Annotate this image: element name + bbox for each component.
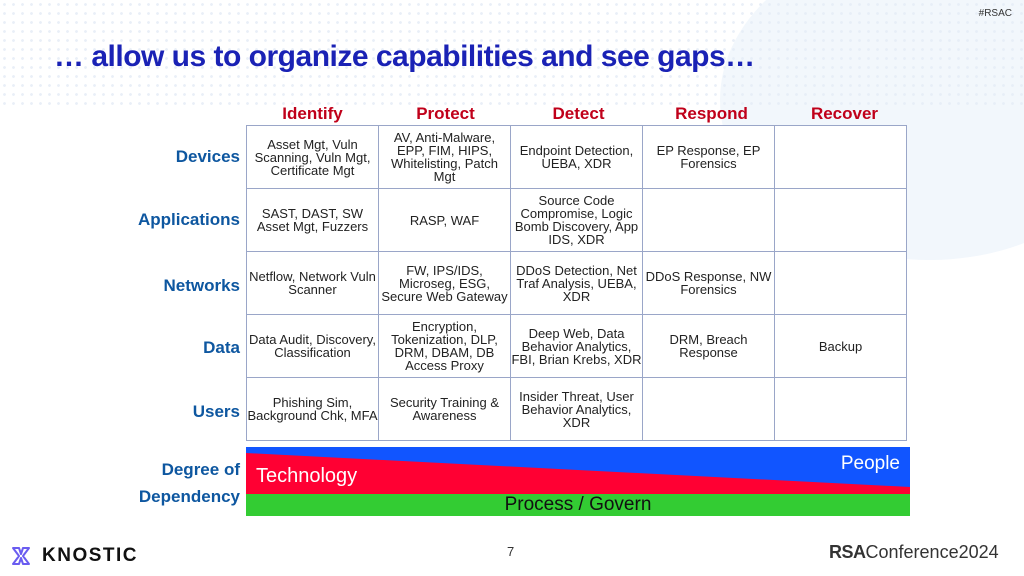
background-dot-pattern <box>0 0 1024 110</box>
dependency-label-line2: Dependency <box>138 487 240 506</box>
matrix-cell: Phishing Sim, Background Chk, MFA <box>246 377 379 441</box>
row-header-applications: Applications <box>137 210 240 229</box>
matrix-cell: DDoS Detection, Net Traf Analysis, UEBA,… <box>510 251 643 315</box>
matrix-cell <box>642 188 775 252</box>
knostic-wordmark: KNOSTIC <box>42 545 138 566</box>
matrix-cell: Netflow, Network Vuln Scanner <box>246 251 379 315</box>
matrix-cell: Deep Web, Data Behavior Analytics, FBI, … <box>510 314 643 378</box>
knostic-k-icon <box>12 547 30 565</box>
matrix-cell <box>774 188 907 252</box>
matrix-row-networks: Netflow, Network Vuln Scanner FW, IPS/ID… <box>246 251 907 315</box>
people-label: People <box>840 453 900 474</box>
row-header-data: Data <box>203 338 240 357</box>
matrix-cell: Data Audit, Discovery, Classification <box>246 314 379 378</box>
column-header-detect: Detect <box>552 104 605 123</box>
matrix-cell: Source Code Compromise, Logic Bomb Disco… <box>510 188 643 252</box>
knostic-logo: KNOSTIC <box>10 545 138 567</box>
matrix-row-users: Phishing Sim, Background Chk, MFA Securi… <box>246 377 907 441</box>
matrix-cell <box>642 377 775 441</box>
conference-wordmark: Conference <box>865 542 959 562</box>
matrix-cell: RASP, WAF <box>378 188 511 252</box>
matrix-cell <box>774 125 907 189</box>
degree-of-dependency-label: Degree of Dependency <box>100 456 240 510</box>
matrix-cell <box>774 251 907 315</box>
page-number: 7 <box>507 544 515 559</box>
rsa-wordmark: RSA <box>829 542 866 562</box>
column-header-identify: Identify <box>282 104 343 123</box>
rsac-hashtag: #RSAC <box>978 8 1012 19</box>
matrix-row-devices: Asset Mgt, Vuln Scanning, Vuln Mgt, Cert… <box>246 125 907 189</box>
matrix-cell: Asset Mgt, Vuln Scanning, Vuln Mgt, Cert… <box>246 125 379 189</box>
matrix-cell: AV, Anti-Malware, EPP, FIM, HIPS, Whitel… <box>378 125 511 189</box>
dependency-label-line1: Degree of <box>161 460 240 479</box>
matrix-cell: SAST, DAST, SW Asset Mgt, Fuzzers <box>246 188 379 252</box>
conference-year: 2024 <box>958 542 999 562</box>
slide-title: … allow us to organize capabilities and … <box>54 40 755 73</box>
rsa-conference-logo: RSAConference2024 <box>829 542 999 563</box>
column-header-recover: Recover <box>810 104 879 123</box>
technology-label: Technology <box>256 465 358 487</box>
matrix-cell <box>774 377 907 441</box>
matrix-cell: Security Training & Awareness <box>378 377 511 441</box>
matrix-cell: EP Response, EP Forensics <box>642 125 775 189</box>
process-govern-label: Process / Govern <box>504 494 652 515</box>
column-header-respond: Respond <box>675 104 748 123</box>
matrix-row-data: Data Audit, Discovery, Classification En… <box>246 314 907 378</box>
matrix-row-applications: SAST, DAST, SW Asset Mgt, Fuzzers RASP, … <box>246 188 907 252</box>
column-header-protect: Protect <box>416 104 475 123</box>
matrix-cell: Encryption, Tokenization, DLP, DRM, DBAM… <box>378 314 511 378</box>
row-header-users: Users <box>192 402 240 421</box>
capability-matrix: Asset Mgt, Vuln Scanning, Vuln Mgt, Cert… <box>246 125 907 441</box>
matrix-cell: Backup <box>774 314 907 378</box>
row-header-networks: Networks <box>163 276 240 295</box>
dependency-band <box>246 447 910 516</box>
row-header-devices: Devices <box>175 147 240 166</box>
matrix-cell: DRM, Breach Response <box>642 314 775 378</box>
matrix-cell: Endpoint Detection, UEBA, XDR <box>510 125 643 189</box>
dependency-band-graphic <box>246 447 910 516</box>
matrix-cell: FW, IPS/IDS, Microseg, ESG, Secure Web G… <box>378 251 511 315</box>
matrix-cell: DDoS Response, NW Forensics <box>642 251 775 315</box>
matrix-cell: Insider Threat, User Behavior Analytics,… <box>510 377 643 441</box>
